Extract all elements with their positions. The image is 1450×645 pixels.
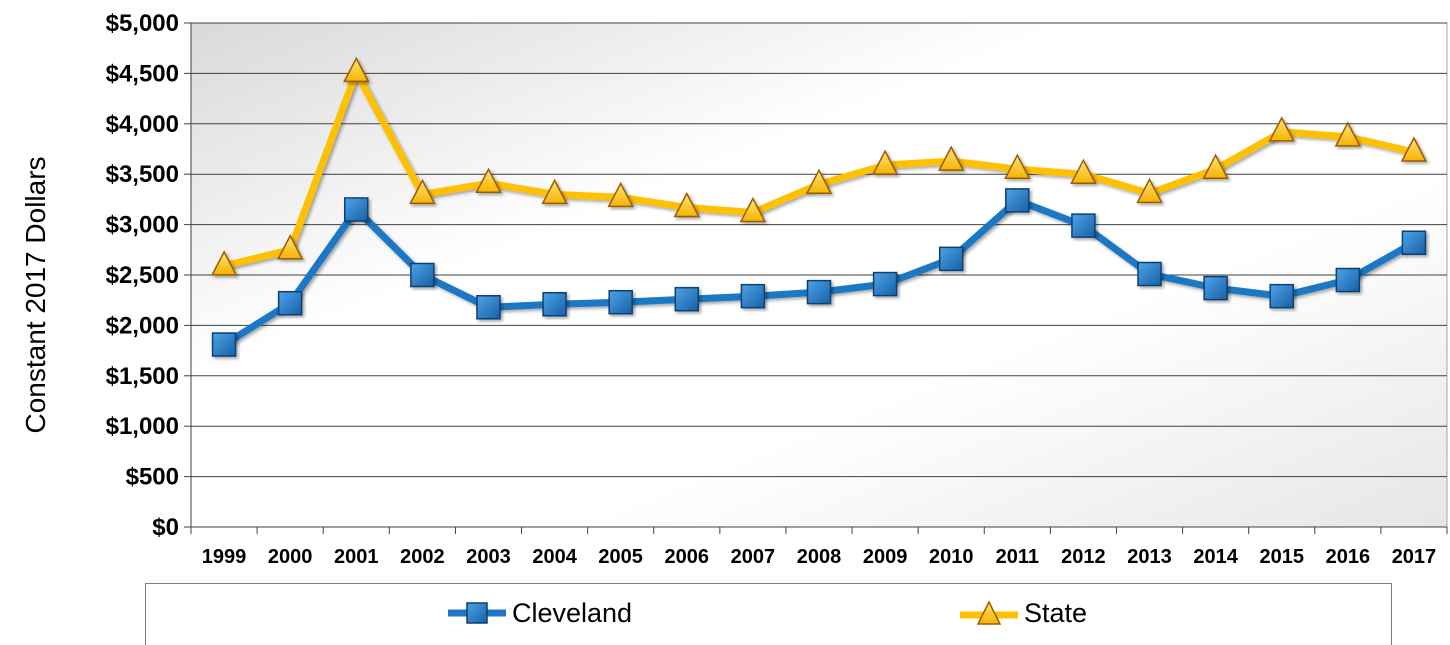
x-tick-label: 2000: [268, 546, 313, 568]
data-point: [344, 197, 369, 222]
x-tick-label: 2002: [400, 546, 445, 568]
y-tick-label: $1,500: [106, 363, 179, 390]
data-point: [1005, 188, 1030, 213]
data-point: [871, 149, 899, 175]
data-point: [739, 196, 767, 223]
data-point: [806, 279, 832, 305]
data-point: [210, 250, 238, 276]
y-tick-label: $3,500: [106, 161, 179, 188]
y-tick-label: $2,000: [106, 312, 179, 339]
y-tick-label: $3,000: [106, 212, 179, 239]
data-point: [1400, 136, 1428, 162]
x-tick-label: 2006: [665, 546, 710, 568]
data-point: [1004, 153, 1031, 179]
legend-item-state: State: [958, 596, 1087, 630]
data-point: [673, 191, 701, 218]
data-point: [1269, 283, 1294, 309]
x-tick-label: 2009: [863, 546, 908, 568]
legend: Cleveland State: [145, 583, 1392, 645]
data-point: [276, 234, 304, 260]
x-tick-label: 2010: [929, 546, 974, 568]
data-point: [409, 178, 436, 205]
data-point: [872, 271, 898, 297]
data-point: [1203, 275, 1228, 301]
legend-item-cleveland: Cleveland: [446, 596, 632, 630]
y-tick-label: $2,500: [106, 262, 179, 289]
data-point: [1335, 267, 1361, 293]
triangle-marker-icon: [960, 600, 1018, 625]
series-state: [210, 56, 1428, 276]
data-point: [937, 145, 965, 171]
x-tick-label: 2011: [996, 546, 1039, 568]
data-point: [541, 178, 568, 205]
x-tick-label: 2008: [797, 546, 842, 568]
data-point: [542, 291, 567, 317]
data-point: [674, 286, 700, 312]
x-axis: 1999 2000 2001 2002 2003 2004 2005 2006 2007 2008…: [190, 526, 1448, 568]
x-tick-label: 2005: [598, 546, 643, 568]
data-point: [343, 56, 370, 83]
data-point: [938, 246, 964, 272]
data-point: [1268, 116, 1295, 142]
x-tick-label: 2012: [1061, 546, 1106, 568]
x-tick-label: 2014: [1193, 546, 1238, 568]
data-point: [211, 332, 237, 357]
x-tick-label: 2015: [1259, 546, 1304, 568]
data-point: [805, 168, 833, 195]
data-point: [740, 283, 766, 309]
square-marker-icon: [448, 602, 506, 624]
data-point: [410, 262, 435, 288]
y-tick-label: $0: [152, 514, 179, 541]
line-chart: $0 $500 $1,000 $1,500 $2,000 $2,500 $3,000 $3,5…: [20, 10, 1448, 568]
x-tick-label: 2013: [1127, 546, 1172, 568]
data-point: [277, 290, 303, 316]
y-tick-label: $1,000: [106, 413, 179, 440]
data-point: [607, 181, 634, 208]
x-tick-label: 2017: [1392, 546, 1437, 568]
x-tick-label: 2001: [334, 546, 379, 568]
y-tick-label: $500: [126, 464, 179, 491]
data-point: [476, 295, 501, 320]
legend-label-state: State: [1024, 597, 1088, 628]
data-point: [1136, 177, 1163, 204]
series-layer: [210, 56, 1428, 357]
y-tick-label: $4,000: [106, 111, 179, 138]
x-tick-label: 2004: [532, 546, 577, 568]
data-point: [1071, 213, 1096, 238]
data-point: [1401, 230, 1427, 255]
data-point: [1202, 153, 1229, 179]
data-point: [1137, 261, 1162, 287]
x-tick-label: 2003: [466, 546, 511, 568]
y-tick-label: $4,500: [106, 60, 179, 87]
y-axis-title: Constant 2017 Dollars: [20, 156, 51, 433]
series-cleveland: [211, 188, 1427, 357]
gridlines: [191, 22, 1447, 478]
data-point: [475, 167, 502, 194]
y-axis: $0 $500 $1,000 $1,500 $2,000 $2,500 $3,000 $3,5…: [106, 10, 192, 541]
x-tick-label: 2016: [1326, 546, 1371, 568]
data-point: [1070, 158, 1097, 184]
legend-label-cleveland: Cleveland: [512, 597, 633, 628]
data-point: [608, 289, 633, 315]
y-tick-label: $5,000: [106, 10, 179, 37]
x-tick-label: 2007: [731, 546, 776, 568]
x-tick-label: 1999: [202, 546, 247, 568]
data-point: [1334, 121, 1362, 147]
